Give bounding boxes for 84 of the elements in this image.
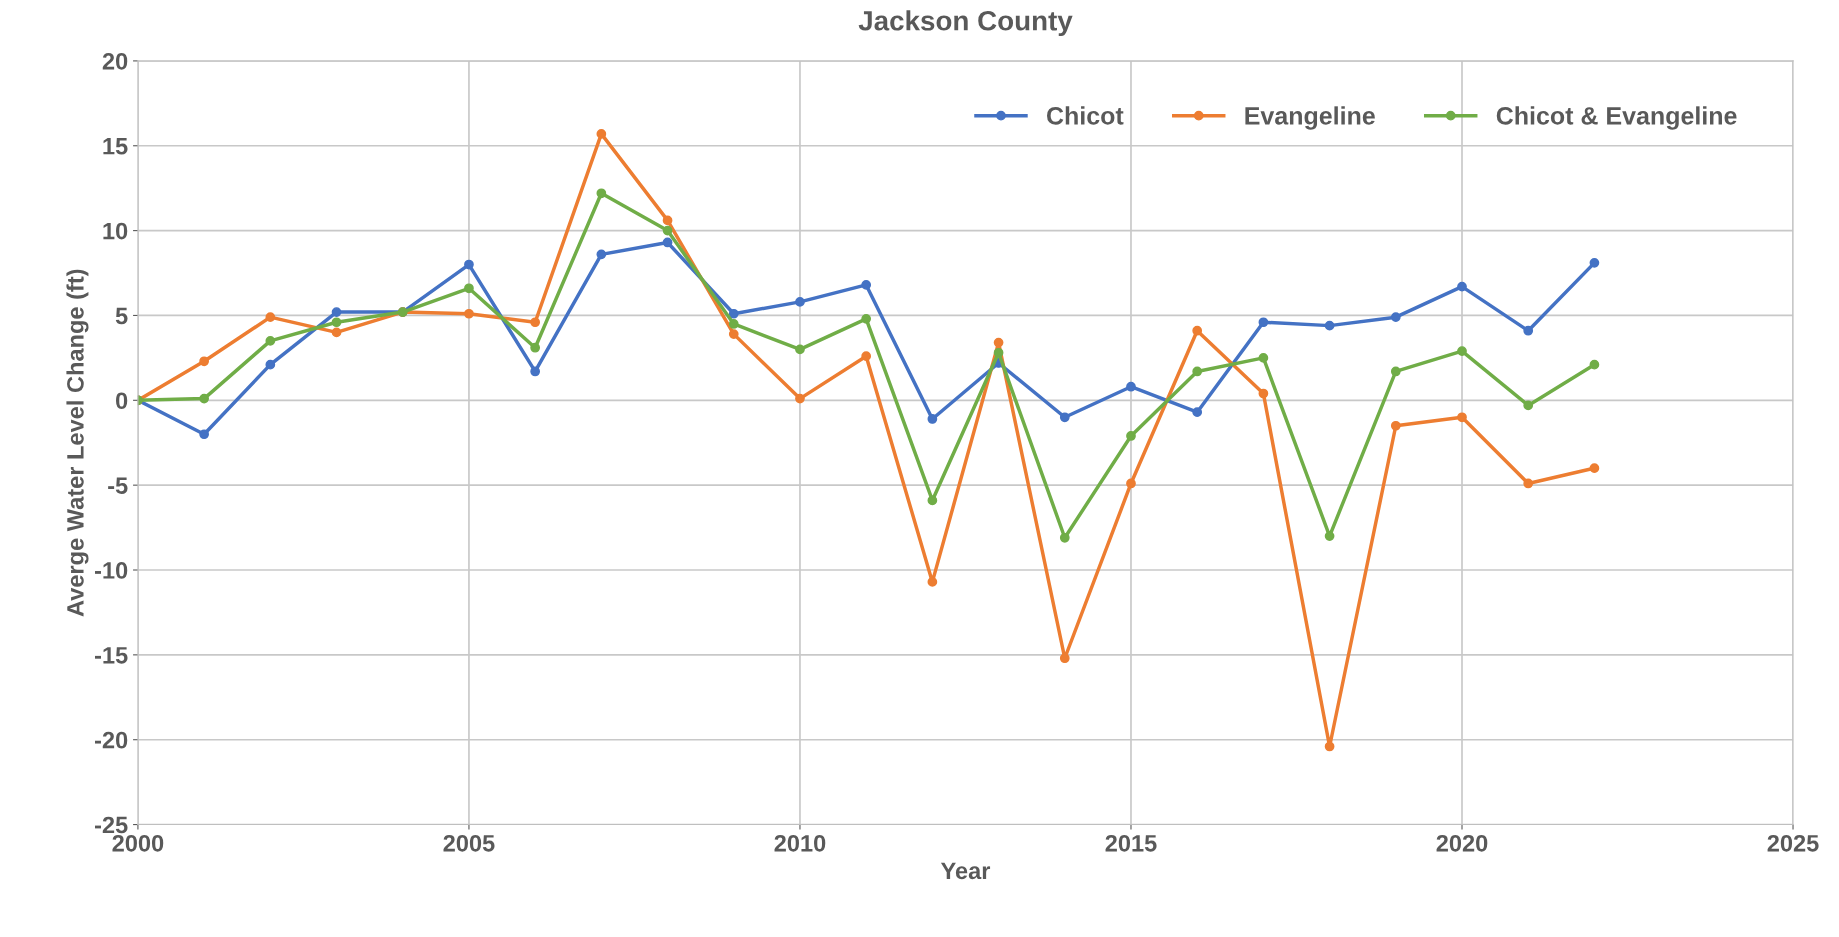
point [795,297,805,307]
y-axis-title: Averge Water Level Change (ft) [66,269,89,617]
point [1192,366,1203,377]
point [530,366,541,377]
point [464,283,474,294]
point [927,414,938,424]
x-tick-label: 2010 [774,834,826,852]
point [861,280,872,290]
y-tick-label: 20 [102,52,128,70]
point [861,313,872,324]
point [265,312,276,323]
point [1258,388,1269,399]
point [1059,653,1070,664]
point [1324,741,1335,752]
legend-label: Chicot [1047,106,1124,125]
point [331,307,342,317]
x-tick-label: 2015 [1105,834,1157,852]
point [464,259,474,270]
point [1457,281,1467,292]
point [1523,400,1534,411]
point [1390,366,1401,377]
point [596,249,607,260]
point [993,347,1004,358]
point [1126,478,1136,489]
point [728,308,739,319]
point [199,429,209,440]
chart-title: Jackson County [858,10,1073,37]
point [199,393,209,404]
point [1589,463,1600,474]
y-tick-label: 5 [115,307,128,325]
point [1059,412,1070,423]
point [1192,325,1203,336]
point [265,359,276,370]
point [596,129,607,139]
point [1192,407,1203,418]
point [331,327,342,338]
point [728,319,739,329]
legend-label: Chicot & Evangeline [1496,106,1737,130]
point [927,495,938,506]
point [1457,412,1467,423]
y-tick-label: -5 [108,477,128,494]
point [728,329,739,339]
point [1126,381,1136,392]
y-tick-label: 10 [103,222,128,240]
x-tick-label: 2005 [443,834,495,852]
y-tick-label: -10 [95,562,128,579]
point [861,351,872,362]
point [265,336,276,346]
point [662,225,673,236]
point [464,308,474,319]
point [927,577,938,587]
point [530,317,541,328]
point [1390,312,1401,323]
y-tick-label: 0 [116,392,128,410]
point [795,344,805,355]
point [530,342,541,353]
point [1457,346,1467,356]
point [993,337,1004,348]
y-tick-label: -25 [95,816,128,834]
point [1258,317,1269,328]
point [1589,359,1600,370]
x-tick-label: 2000 [112,834,164,852]
x-tick-label: 2025 [1767,834,1819,852]
point [662,215,673,226]
point [1324,531,1335,541]
x-axis-title: Year [940,862,991,880]
y-tick-label: 15 [103,138,128,155]
point [1059,532,1070,543]
point [1126,431,1136,441]
point [199,356,209,367]
y-tick-label: -15 [95,647,128,664]
point [1324,320,1335,331]
point [1589,257,1600,268]
point [1390,420,1401,431]
point [1258,353,1269,363]
point [596,188,607,199]
point [331,317,342,328]
point [1523,325,1534,336]
point [662,237,673,248]
y-tick-label: -20 [95,731,128,749]
point [795,393,805,404]
legend-label: Evangeline [1245,106,1375,130]
x-tick-label: 2020 [1436,834,1488,852]
point [1523,478,1534,489]
